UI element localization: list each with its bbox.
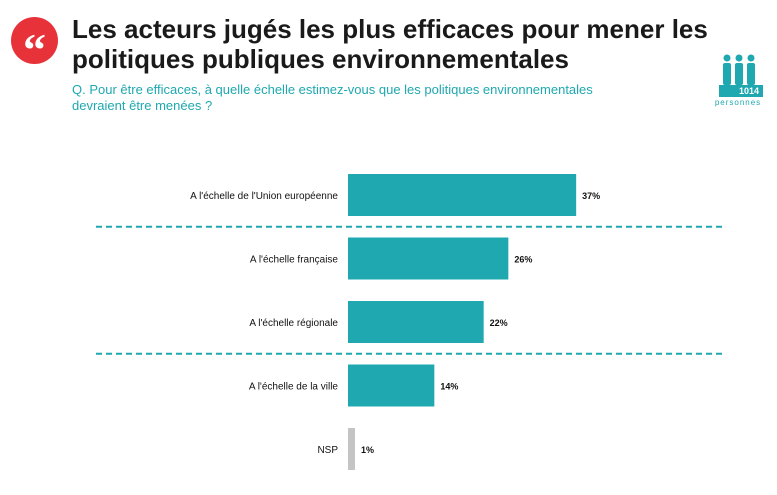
page-title: Les acteurs jugés les plus efficaces pou…	[72, 14, 712, 74]
category-label-2: A l'échelle régionale	[249, 318, 338, 329]
title-line-2: politiques publiques environnementales	[72, 44, 569, 74]
category-label-4: NSP	[317, 445, 338, 456]
bar-0	[348, 174, 577, 216]
question-line-2: devraient être menées ?	[72, 98, 213, 113]
value-label-3: 14%	[440, 382, 458, 392]
value-label-2: 22%	[490, 318, 508, 328]
bar-3	[348, 364, 435, 407]
value-label-0: 37%	[582, 191, 600, 201]
value-label-4: 1%	[361, 445, 374, 455]
title-line-1: Les acteurs jugés les plus efficaces pou…	[72, 14, 708, 44]
question-line-1: Q. Pour être efficaces, à quelle échelle…	[72, 82, 593, 97]
category-label-1: A l'échelle française	[250, 255, 339, 266]
quote-icon: “	[11, 17, 58, 72]
bar-4	[348, 428, 355, 470]
sample-count: 1014	[719, 85, 763, 97]
bar-2	[348, 301, 484, 343]
category-label-0: A l'échelle de l'Union européenne	[190, 191, 338, 202]
question-text: Q. Pour être efficaces, à quelle échelle…	[72, 82, 692, 114]
value-label-1: 26%	[514, 255, 532, 265]
category-label-3: A l'échelle de la ville	[249, 382, 339, 393]
sample-unit: personnes	[714, 98, 762, 107]
people-icon	[723, 54, 755, 85]
sample-size-badge: 1014 personnes	[705, 54, 771, 107]
bar-1	[348, 237, 509, 280]
